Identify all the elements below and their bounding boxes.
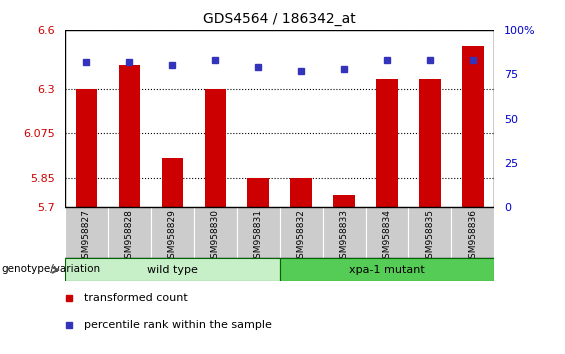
Text: GSM958830: GSM958830 bbox=[211, 209, 220, 264]
Bar bbox=[419, 79, 441, 207]
Bar bbox=[323, 207, 366, 258]
Text: transformed count: transformed count bbox=[84, 293, 188, 303]
Bar bbox=[376, 79, 398, 207]
Bar bbox=[462, 46, 484, 207]
Bar bbox=[76, 89, 97, 207]
Bar bbox=[65, 30, 494, 207]
Bar bbox=[237, 207, 280, 258]
Bar bbox=[205, 89, 226, 207]
Text: xpa-1 mutant: xpa-1 mutant bbox=[349, 265, 425, 275]
Title: GDS4564 / 186342_at: GDS4564 / 186342_at bbox=[203, 12, 356, 26]
Text: wild type: wild type bbox=[147, 265, 198, 275]
Text: GSM958828: GSM958828 bbox=[125, 209, 134, 263]
Text: GSM958836: GSM958836 bbox=[468, 209, 477, 264]
Text: GSM958827: GSM958827 bbox=[82, 209, 91, 263]
Text: percentile rank within the sample: percentile rank within the sample bbox=[84, 320, 272, 330]
Bar bbox=[119, 65, 140, 207]
Text: GSM958832: GSM958832 bbox=[297, 209, 306, 263]
Bar bbox=[280, 258, 494, 281]
Bar bbox=[247, 178, 269, 207]
Text: GSM958829: GSM958829 bbox=[168, 209, 177, 263]
Bar bbox=[108, 207, 151, 258]
Text: GSM958833: GSM958833 bbox=[340, 209, 349, 264]
Bar bbox=[162, 158, 183, 207]
Bar bbox=[290, 178, 312, 207]
Text: genotype/variation: genotype/variation bbox=[1, 264, 101, 274]
Bar bbox=[408, 207, 451, 258]
Bar bbox=[151, 207, 194, 258]
Bar bbox=[451, 207, 494, 258]
Text: GSM958831: GSM958831 bbox=[254, 209, 263, 264]
Bar bbox=[65, 258, 280, 281]
Text: GSM958835: GSM958835 bbox=[425, 209, 434, 264]
Text: GSM958834: GSM958834 bbox=[383, 209, 392, 263]
Bar bbox=[280, 207, 323, 258]
Bar bbox=[366, 207, 408, 258]
Bar bbox=[194, 207, 237, 258]
Bar bbox=[333, 195, 355, 207]
Bar bbox=[65, 207, 108, 258]
